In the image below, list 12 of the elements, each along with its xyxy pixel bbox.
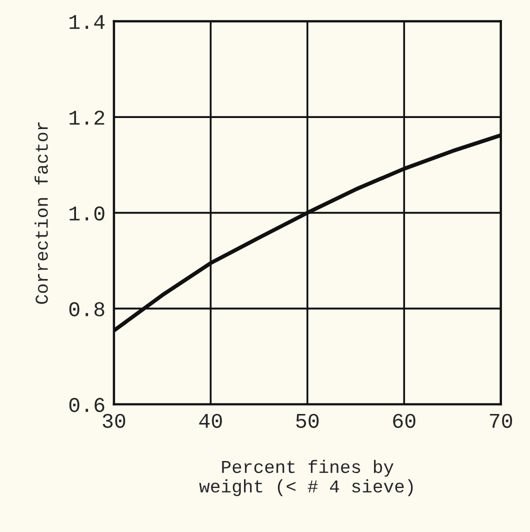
y-tick-label: 1.4 — [70, 15, 105, 29]
x-axis-title: Percent fines by weight (< # 4 sieve) — [199, 460, 413, 496]
y-tick-label: 0.6 — [69, 398, 104, 412]
y-axis-title: Correction factor — [34, 122, 48, 304]
x-tick-label: 50 — [296, 414, 319, 428]
y-tick-label: 1.0 — [70, 206, 104, 221]
x-tick-label: 40 — [199, 414, 222, 428]
x-tick-label: 30 — [102, 414, 126, 428]
x-tick-label: 70 — [490, 414, 512, 428]
x-tick-label: 60 — [393, 414, 416, 428]
y-tick-label: 0.8 — [69, 302, 104, 316]
y-tick-label: 1.2 — [70, 110, 104, 125]
